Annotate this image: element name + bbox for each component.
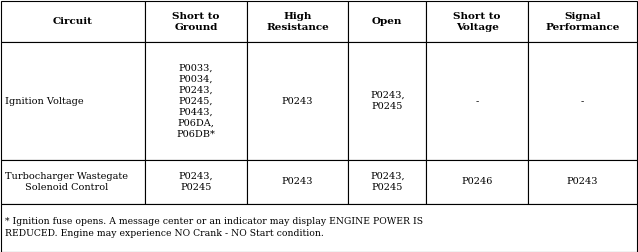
Bar <box>1 160 145 204</box>
Text: P0243,
P0245: P0243, P0245 <box>370 172 404 192</box>
Bar <box>528 160 637 204</box>
Text: Short to
Voltage: Short to Voltage <box>454 12 501 32</box>
Bar <box>145 160 247 204</box>
Bar <box>426 42 528 160</box>
Text: -: - <box>581 97 584 106</box>
Text: Short to
Ground: Short to Ground <box>172 12 219 32</box>
Bar <box>247 42 348 160</box>
Bar <box>145 42 247 160</box>
Bar <box>528 1 637 42</box>
Bar <box>348 42 426 160</box>
Text: P0243,
P0245: P0243, P0245 <box>179 172 213 192</box>
Text: Open: Open <box>372 17 403 26</box>
Text: P0243: P0243 <box>282 177 313 186</box>
Bar <box>1 1 145 42</box>
Bar <box>247 160 348 204</box>
Bar <box>1 42 145 160</box>
Text: P0246: P0246 <box>461 177 493 186</box>
Text: P0243: P0243 <box>282 97 313 106</box>
Bar <box>348 1 426 42</box>
Text: Ignition Voltage: Ignition Voltage <box>5 97 84 106</box>
Text: -: - <box>475 97 478 106</box>
Bar <box>247 1 348 42</box>
Text: Signal
Performance: Signal Performance <box>545 12 619 32</box>
Bar <box>426 1 528 42</box>
Text: P0243: P0243 <box>567 177 598 186</box>
Bar <box>528 42 637 160</box>
Text: High
Resistance: High Resistance <box>266 12 329 32</box>
Bar <box>426 160 528 204</box>
Text: P0033,
P0034,
P0243,
P0245,
P0443,
P06DA,
P06DB*: P0033, P0034, P0243, P0245, P0443, P06DA… <box>177 64 216 139</box>
Text: * Ignition fuse opens. A message center or an indicator may display ENGINE POWER: * Ignition fuse opens. A message center … <box>5 217 423 238</box>
Bar <box>145 1 247 42</box>
Text: Turbocharger Wastegate
Solenoid Control: Turbocharger Wastegate Solenoid Control <box>5 172 128 192</box>
Text: Circuit: Circuit <box>53 17 93 26</box>
Bar <box>348 160 426 204</box>
Bar <box>1 204 637 251</box>
Text: P0243,
P0245: P0243, P0245 <box>370 91 404 111</box>
